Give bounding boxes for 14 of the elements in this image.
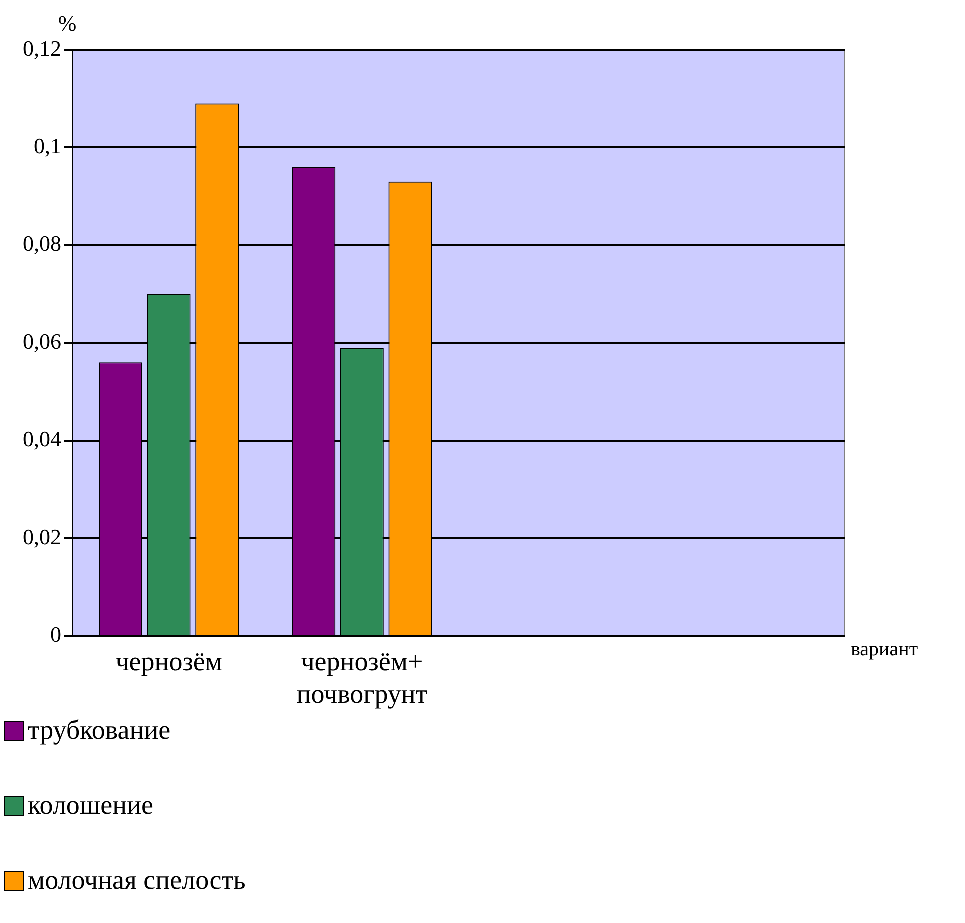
x-tick-label: чернозём+ почвогрунт	[296, 646, 428, 709]
x-tick-label: чернозём	[116, 646, 222, 676]
legend-label: молочная спелость	[28, 865, 246, 896]
y-axis-title: %	[58, 10, 77, 36]
y-tick-label: 0,06	[23, 328, 62, 354]
legend-label: колошение	[28, 790, 154, 821]
y-tick-label: 0,04	[23, 426, 62, 452]
y-tick-label: 0,12	[23, 36, 62, 61]
x-axis-title: вариант	[851, 638, 918, 660]
y-tick-label: 0	[50, 622, 62, 647]
legend-label: трубкование	[28, 715, 171, 746]
y-tick-label: 0,1	[34, 133, 62, 158]
y-tick-label: 0,02	[23, 524, 62, 550]
y-tick-label: 0,08	[23, 231, 62, 256]
